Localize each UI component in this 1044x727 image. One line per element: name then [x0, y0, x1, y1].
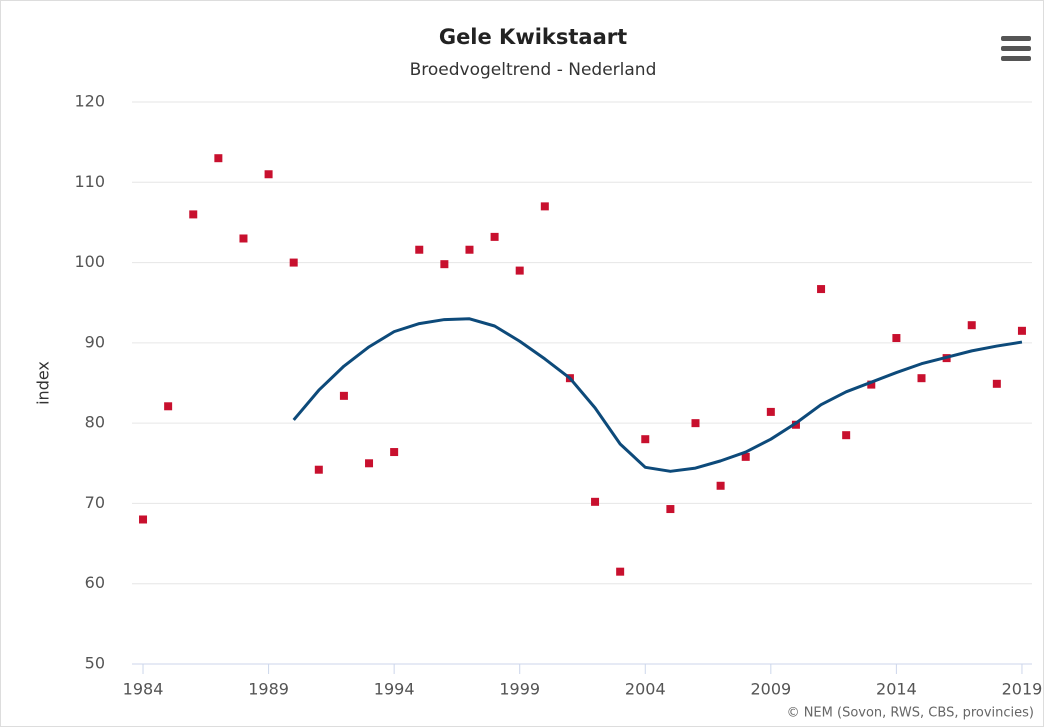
- y-tick-label: 100: [74, 252, 105, 271]
- data-point: [992, 379, 1001, 388]
- data-point: [289, 258, 298, 267]
- data-point: [917, 374, 926, 383]
- data-point: [842, 431, 851, 440]
- data-point: [415, 245, 424, 254]
- data-point: [540, 202, 549, 211]
- x-tick-label: 1984: [123, 680, 164, 699]
- trend-line: [292, 317, 1023, 473]
- x-tick-label: 1999: [499, 680, 540, 699]
- x-tick-label: 2009: [750, 680, 791, 699]
- data-point: [239, 234, 248, 243]
- data-point: [189, 210, 198, 219]
- x-tick-label: 1994: [374, 680, 415, 699]
- data-point: [264, 170, 273, 179]
- menu-button[interactable]: [1001, 36, 1031, 61]
- y-tick-label: 120: [74, 92, 105, 111]
- data-point: [691, 419, 700, 428]
- chart-subtitle: Broedvogeltrend - Nederland: [410, 60, 657, 80]
- x-tick-label: 2004: [625, 680, 666, 699]
- data-point: [817, 285, 826, 294]
- data-point: [892, 334, 901, 343]
- data-point: [641, 435, 650, 444]
- x-tick-label: 1989: [248, 680, 289, 699]
- chart-title: Gele Kwikstaart: [439, 25, 627, 49]
- data-point: [314, 465, 323, 474]
- data-point: [716, 481, 725, 490]
- data-point: [164, 402, 173, 411]
- data-point: [515, 266, 524, 275]
- data-point: [741, 452, 750, 461]
- data-point: [867, 380, 876, 389]
- data-point: [666, 505, 675, 514]
- credit: © NEM (Sovon, RWS, CBS, provincies): [787, 706, 1034, 721]
- data-point: [339, 391, 348, 400]
- data-point: [1017, 326, 1026, 335]
- data-point: [390, 448, 399, 457]
- data-point: [465, 245, 474, 254]
- y-tick-label: 110: [74, 172, 105, 191]
- y-tick-label: 90: [85, 332, 105, 351]
- data-point: [490, 232, 499, 241]
- data-point: [139, 515, 148, 524]
- data-point: [616, 567, 625, 576]
- data-point: [214, 154, 223, 163]
- data-point: [967, 321, 976, 330]
- y-tick-label: 60: [85, 573, 105, 592]
- data-point: [365, 459, 374, 468]
- y-tick-label: 50: [85, 654, 105, 673]
- data-point: [591, 497, 600, 506]
- x-tick-label: 2019: [1002, 680, 1043, 699]
- x-tick-label: 2014: [876, 680, 917, 699]
- data-point: [766, 407, 775, 416]
- data-point: [440, 260, 449, 269]
- y-tick-label: 70: [85, 493, 105, 512]
- y-tick-label: 80: [85, 413, 105, 432]
- y-axis-label: index: [34, 361, 53, 405]
